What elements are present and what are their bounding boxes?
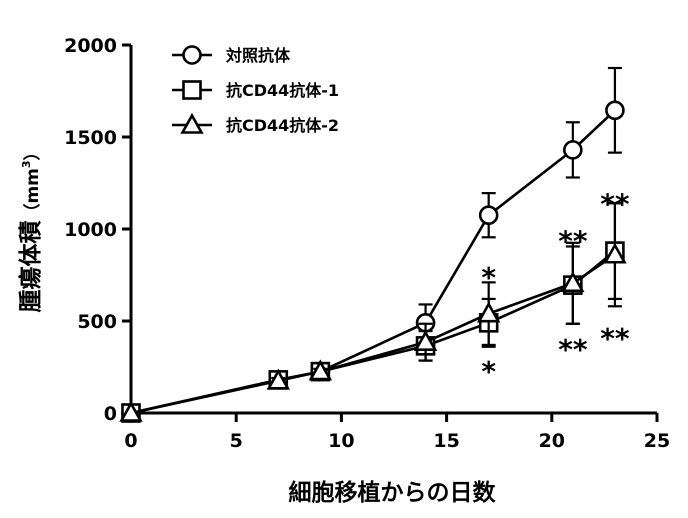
legend-marker-triangle <box>180 112 204 134</box>
significance-marker: * <box>481 355 496 388</box>
data-point-triangle <box>266 368 290 390</box>
series-line <box>130 250 616 415</box>
data-point-circle <box>605 100 625 121</box>
data-point-triangle <box>603 242 627 264</box>
legend-item-3: 抗CD44抗体-2 <box>172 112 339 135</box>
y-axis-title-unit-close: ） <box>22 143 43 160</box>
y-axis-title: 腫瘍体積（mm3） <box>17 143 44 312</box>
y-tick-label: 1000 <box>64 219 117 241</box>
data-point-circle <box>478 205 499 225</box>
significance-marker: ** <box>558 333 588 366</box>
y-tick-label: 1500 <box>64 127 117 149</box>
series-line <box>130 109 616 415</box>
series-2 <box>121 202 625 423</box>
x-tick-label: 5 <box>230 430 243 452</box>
data-point-circle <box>563 140 583 160</box>
y-tick-label: 0 <box>104 403 117 425</box>
x-tick-label: 0 <box>124 430 137 452</box>
data-point-triangle <box>561 271 585 293</box>
y-axis-title-unit: （mm <box>22 168 43 220</box>
significance-annotations: ********** <box>481 188 630 388</box>
axes: 0 5 10 15 20 25 0 500 1000 1500 2000 <box>64 35 670 452</box>
series-3 <box>119 202 627 422</box>
x-axis-title: 細胞移植からの日数 <box>289 479 497 506</box>
y-tick-label: 500 <box>77 311 117 333</box>
series-layer <box>119 66 627 423</box>
x-tick-label: 20 <box>539 430 565 452</box>
x-tick-label: 25 <box>644 430 670 452</box>
y-axis-title-main: 腫瘍体積 <box>17 220 44 313</box>
y-tick-label: 2000 <box>64 35 117 57</box>
series-line <box>130 253 616 415</box>
significance-marker: ** <box>600 188 630 221</box>
data-point-triangle <box>119 400 143 422</box>
legend-label: 抗CD44抗体-2 <box>226 116 339 135</box>
significance-marker: ** <box>600 322 630 355</box>
data-point-triangle <box>413 329 438 351</box>
data-point-triangle <box>308 359 333 381</box>
series-1 <box>121 66 625 423</box>
x-tick-label: 15 <box>433 430 459 452</box>
legend-item-2: 抗CD44抗体-1 <box>172 80 339 100</box>
y-axis-title-unit-sup: 3 <box>20 160 33 168</box>
legend-label: 抗CD44抗体-1 <box>226 81 339 100</box>
legend-marker-square <box>182 80 202 100</box>
legend-marker-circle <box>182 45 202 65</box>
significance-marker: ** <box>558 224 588 257</box>
data-point-triangle <box>476 301 501 323</box>
significance-marker: * <box>481 261 496 294</box>
legend-item-1: 対照抗体 <box>172 45 291 65</box>
legend-label: 対照抗体 <box>225 46 291 65</box>
x-tick-label: 10 <box>328 430 354 452</box>
